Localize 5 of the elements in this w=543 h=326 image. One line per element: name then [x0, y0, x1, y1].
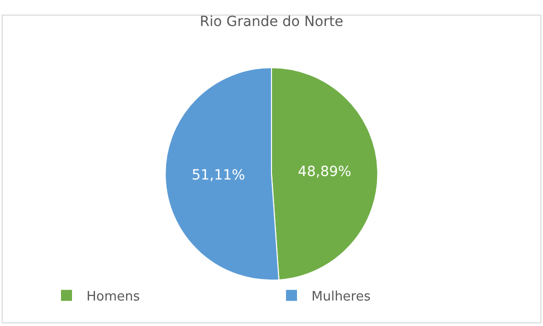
legend-label: Mulheres [312, 290, 371, 304]
legend-label: Homens [86, 290, 140, 304]
data-label: 48,89% [298, 164, 352, 180]
chart-title: Rio Grande do Norte [200, 14, 344, 30]
data-label: 51,11% [192, 168, 246, 184]
